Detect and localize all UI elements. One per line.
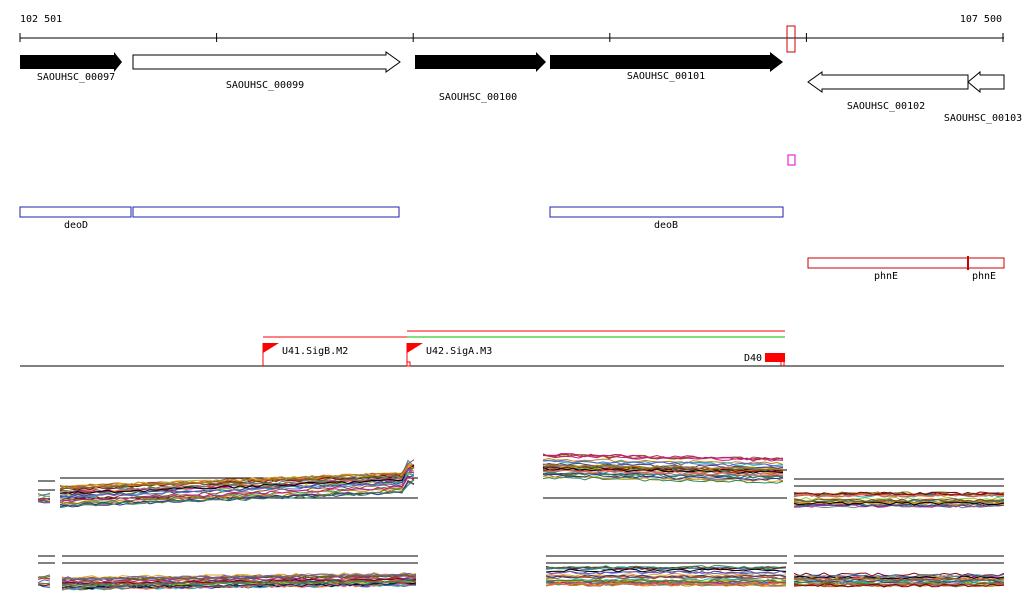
gene-arrow[interactable] <box>550 52 783 72</box>
expression-trace <box>61 579 417 587</box>
operon-box[interactable] <box>807 257 969 269</box>
terminator-marker[interactable] <box>765 353 785 366</box>
coordinate-ruler: 102 501 107 500 <box>19 14 1004 42</box>
operon-label: deoD <box>64 220 88 231</box>
expression-trace <box>37 575 51 579</box>
feature-marker[interactable] <box>787 154 796 166</box>
expression-trace <box>59 465 415 494</box>
expression-trace <box>37 582 51 585</box>
expression-trace <box>545 565 787 569</box>
expression-trace <box>793 501 1005 506</box>
expression-trace <box>793 491 1005 496</box>
expression-trace <box>793 577 1005 582</box>
expression-trace <box>793 498 1005 503</box>
expression-trace <box>542 459 784 467</box>
expression-trace <box>37 582 51 585</box>
expression-trace <box>793 493 1005 498</box>
expression-trace <box>793 572 1005 577</box>
operon-label: phnE <box>972 271 996 282</box>
ruler-ticks <box>19 33 1004 42</box>
expression-trace <box>542 473 784 481</box>
expression-trace <box>37 501 51 504</box>
expression-trace <box>542 467 784 476</box>
promoter-track: U41.SigB.M2 U42.SigA.M3 D40 <box>20 330 1004 367</box>
terminator-label: D40 <box>744 353 762 364</box>
expression-trace <box>793 498 1005 503</box>
gene-track: SAOUHSC_00097 SAOUHSC_00099 SAOUHSC_0010… <box>20 51 1022 124</box>
expression-trace <box>59 479 415 509</box>
operon-track: deoD deoB phnE phnE <box>19 206 1005 282</box>
expression-trace <box>59 467 415 491</box>
expression-trace <box>542 462 784 469</box>
ruler-end-label: 107 500 <box>960 14 1002 25</box>
promoter-flag[interactable] <box>262 343 279 366</box>
gene-label: SAOUHSC_00102 <box>847 101 925 112</box>
expression-trace <box>545 570 787 575</box>
gene-label: SAOUHSC_00097 <box>37 72 115 83</box>
expression-trace <box>37 574 51 578</box>
promoter-label: U42.SigA.M3 <box>426 346 492 357</box>
gene-arrow[interactable] <box>20 52 122 72</box>
expression-trace <box>37 579 51 584</box>
expression-trace <box>793 583 1005 588</box>
operon-box[interactable] <box>132 206 400 218</box>
promoter-flag[interactable] <box>406 343 423 367</box>
expression-trace <box>545 582 787 587</box>
expression-trace <box>793 504 1005 509</box>
expression-trace <box>61 571 417 580</box>
expression-trace <box>542 476 784 484</box>
expression-trace <box>542 469 784 477</box>
gene-label: SAOUHSC_00099 <box>226 80 304 91</box>
selection-box[interactable] <box>786 25 796 53</box>
gene-arrow[interactable] <box>807 71 969 93</box>
expression-trace <box>59 474 415 505</box>
gene-label: SAOUHSC_00100 <box>439 92 517 103</box>
promoter-label: U41.SigB.M2 <box>282 346 348 357</box>
expression-trace <box>542 463 784 471</box>
operon-box[interactable] <box>967 257 1005 269</box>
operon-box[interactable] <box>19 206 132 218</box>
gene-arrow[interactable] <box>132 51 401 73</box>
ruler-start-label: 102 501 <box>20 14 62 25</box>
expression-trace <box>59 476 415 503</box>
expression-trace <box>542 466 784 474</box>
expression-trace <box>545 575 787 580</box>
gene-label: SAOUHSC_00101 <box>627 71 705 82</box>
operon-label: deoB <box>654 220 678 231</box>
operon-box[interactable] <box>549 206 784 218</box>
expression-trace <box>37 584 51 588</box>
expression-trace <box>793 575 1005 579</box>
operon-label: phnE <box>874 271 898 282</box>
expression-profile-track <box>37 453 1005 591</box>
expression-trace <box>59 475 415 501</box>
expression-trace <box>59 464 415 489</box>
gene-arrow[interactable] <box>967 70 1005 94</box>
expression-trace <box>793 583 1005 588</box>
expression-trace <box>37 493 51 497</box>
expression-trace <box>545 579 787 584</box>
expression-trace <box>61 577 417 585</box>
expression-trace <box>59 464 415 492</box>
expression-trace <box>61 572 417 581</box>
expression-trace <box>61 582 417 589</box>
gene-label: SAOUHSC_00103 <box>944 113 1022 124</box>
expression-trace <box>542 453 784 460</box>
expression-trace <box>37 499 51 503</box>
expression-trace <box>793 575 1005 580</box>
gene-arrow[interactable] <box>415 52 546 72</box>
expression-trace <box>793 503 1005 508</box>
expression-trace <box>59 467 415 499</box>
